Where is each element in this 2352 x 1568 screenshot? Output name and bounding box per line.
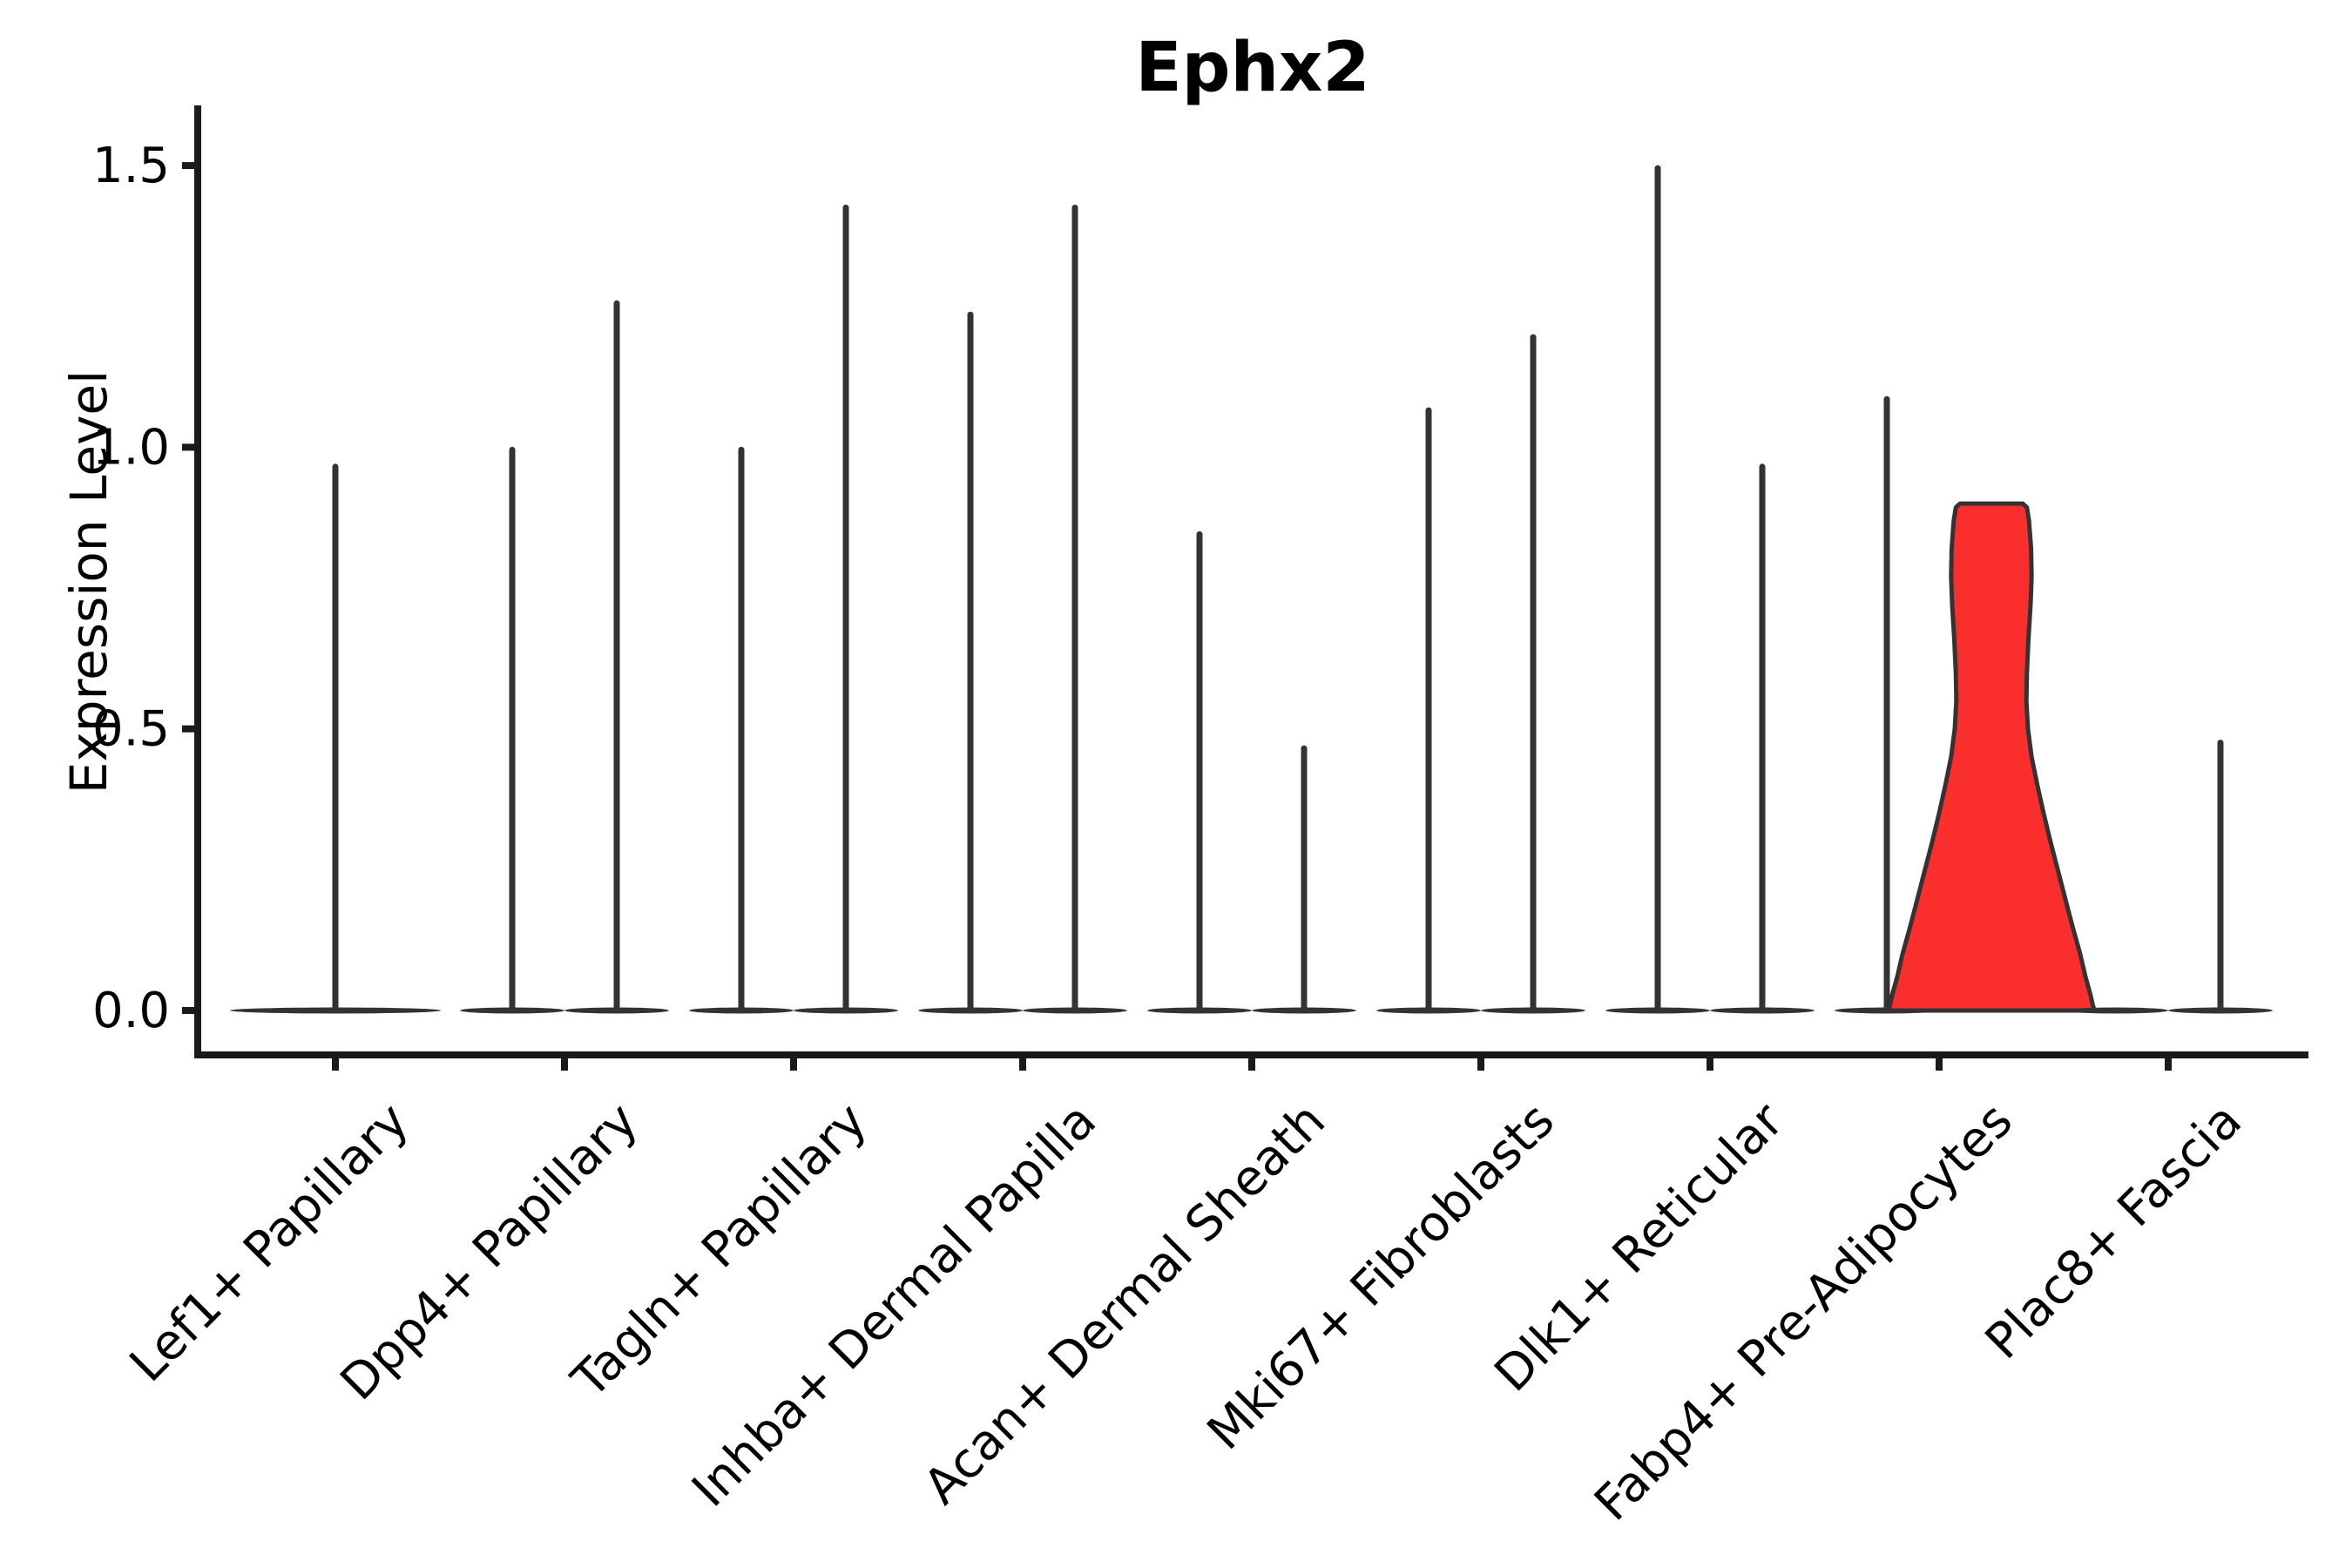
y-tick-label: 0.5 [92, 701, 170, 758]
x-tick-label: Acan+ Dermal Sheath [913, 1092, 1336, 1516]
y-tick-label: 1.5 [92, 138, 170, 194]
y-axis-label: Expression Level [59, 370, 118, 794]
x-tick-label: Inhba+ Dermal Papilla [681, 1092, 1107, 1518]
y-tick-label: 1.0 [92, 419, 170, 476]
y-tick-label: 0.0 [92, 983, 170, 1039]
violin-base [2064, 1007, 2168, 1014]
x-tick-label: Fabp4+ Pre-Adipocytes [1584, 1092, 2024, 1532]
highlight-violin [1886, 501, 2097, 1013]
chart-title: Ephx2 [1135, 29, 1369, 107]
